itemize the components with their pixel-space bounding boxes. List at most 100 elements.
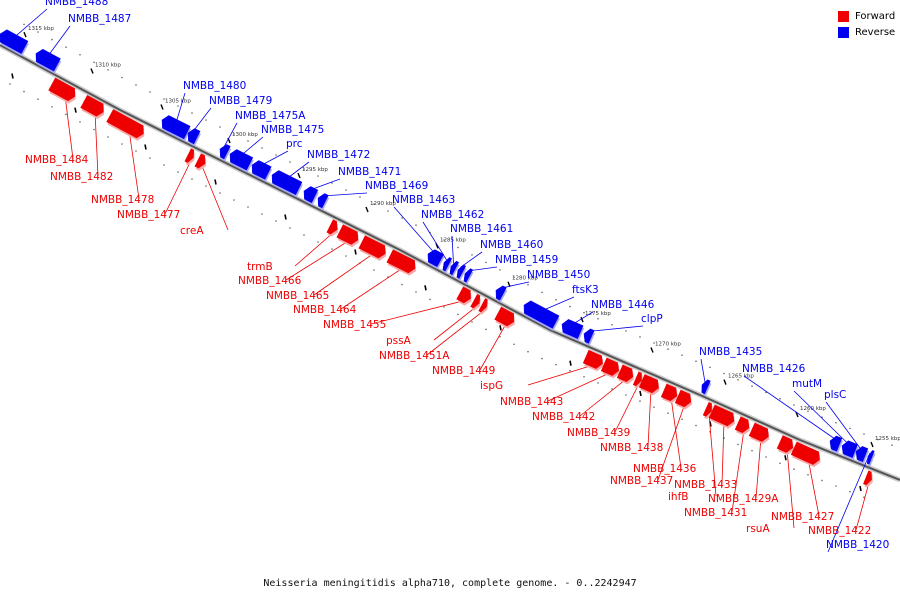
- gene-arrow[interactable]: [776, 435, 797, 457]
- gene-arrow[interactable]: [248, 159, 273, 182]
- gene-arrow[interactable]: [48, 77, 80, 105]
- gene-feature[interactable]: NMBB_1451A: [379, 298, 492, 362]
- gene-arrow[interactable]: [558, 318, 585, 342]
- gene-feature[interactable]: plsC: [824, 389, 870, 465]
- gene-feature[interactable]: NMBB_1436: [633, 383, 697, 475]
- gene-feature[interactable]: ftsK3: [520, 284, 599, 331]
- gene-feature[interactable]: NMBB_1465: [266, 235, 390, 302]
- gene-feature[interactable]: NMBB_1487: [32, 13, 132, 74]
- gene-feature[interactable]: NMBB_1427: [771, 441, 834, 523]
- gene-arrow[interactable]: [839, 439, 860, 461]
- gene-feature[interactable]: NMBB_1466: [238, 224, 363, 287]
- gene-feature[interactable]: NMBB_1429A: [708, 422, 779, 505]
- gene-arrow[interactable]: [300, 185, 320, 206]
- gene-arrow[interactable]: [80, 95, 109, 120]
- gene-arrow[interactable]: [158, 114, 192, 142]
- gene-feature[interactable]: clpP: [580, 313, 663, 346]
- gene-arrow[interactable]: [268, 169, 304, 198]
- gene-arrow[interactable]: [494, 306, 519, 331]
- gene-arrow[interactable]: [326, 219, 342, 239]
- gene-feature[interactable]: NMBB_1420: [826, 450, 889, 553]
- gene-feature[interactable]: trmB: [247, 219, 342, 273]
- gene-feature[interactable]: pssA: [386, 293, 485, 347]
- gene-arrow[interactable]: [386, 249, 420, 278]
- gene-arrow[interactable]: [358, 235, 390, 263]
- gene-arrow[interactable]: [660, 383, 681, 405]
- gene-feature[interactable]: NMBB_1422: [808, 470, 876, 537]
- gene-arrow[interactable]: [863, 470, 876, 489]
- gene-feature[interactable]: NMBB_1438: [600, 374, 663, 454]
- gene-feature[interactable]: NMBB_1471: [300, 166, 401, 206]
- gene-feature[interactable]: NMBB_1443: [500, 357, 623, 408]
- gene-arrow[interactable]: [492, 284, 508, 303]
- gene-feature[interactable]: NMBB_1460: [454, 239, 544, 282]
- gene-feature[interactable]: creA: [180, 153, 229, 237]
- gene-feature[interactable]: NMBB_1439: [567, 371, 646, 439]
- gene-arrow[interactable]: [336, 224, 363, 249]
- gene-feature[interactable]: prc: [248, 138, 303, 182]
- gene-feature[interactable]: ihfB: [668, 401, 717, 503]
- gene-feature[interactable]: rsuA: [746, 435, 797, 535]
- gene-feature[interactable]: NMBB_1450: [492, 269, 591, 303]
- gene-feature[interactable]: NMBB_1459: [461, 254, 559, 285]
- gene-arrow[interactable]: [0, 28, 30, 57]
- gene-feature[interactable]: NMBB_1477: [117, 148, 198, 221]
- gene-arrow[interactable]: [447, 260, 461, 278]
- gene-arrow[interactable]: [216, 143, 232, 162]
- gene-feature[interactable]: NMBB_1472: [268, 149, 370, 198]
- gene-feature[interactable]: NMBB_1482: [50, 95, 113, 183]
- gene-arrow[interactable]: [790, 441, 824, 469]
- gene-arrow[interactable]: [194, 153, 210, 173]
- gene-feature[interactable]: NMBB_1469: [314, 180, 428, 211]
- gene-arrow[interactable]: [470, 293, 485, 312]
- gene-feature[interactable]: NMBB_1478: [91, 109, 154, 206]
- gene-arrow[interactable]: [424, 248, 446, 270]
- gene-feature[interactable]: NMBB_1442: [532, 364, 637, 423]
- gene-arrow[interactable]: [853, 445, 870, 465]
- gene-feature[interactable]: NMBB_1435: [698, 346, 762, 397]
- gene-feature[interactable]: NMBB_1446: [558, 299, 655, 342]
- gene-arrow[interactable]: [582, 349, 607, 373]
- gene-feature[interactable]: NMBB_1437: [610, 389, 695, 487]
- gene-feature[interactable]: NMBB_1480: [158, 80, 246, 142]
- gene-feature[interactable]: NMBB_1449: [432, 306, 519, 377]
- gene-arrow[interactable]: [184, 127, 202, 147]
- gene-feature[interactable]: NMBB_1455: [323, 286, 476, 331]
- gene-feature[interactable]: NMBB_1488: [0, 0, 108, 57]
- gene-arrow[interactable]: [478, 298, 492, 316]
- gene-feature[interactable]: mutM: [792, 378, 860, 461]
- gene-feature[interactable]: NMBB_1426: [742, 363, 844, 454]
- gene-feature[interactable]: NMBB_1463: [392, 194, 455, 270]
- gene-feature[interactable]: NMBB_1461: [447, 223, 514, 278]
- gene-feature[interactable]: NMBB_1484: [25, 77, 89, 166]
- gene-feature[interactable]: NMBB_1433: [674, 404, 739, 491]
- gene-arrow[interactable]: [454, 264, 468, 282]
- gene-arrow[interactable]: [708, 404, 738, 430]
- gene-feature[interactable]: NMBB_1431: [684, 416, 754, 519]
- gene-arrow[interactable]: [456, 286, 476, 308]
- gene-arrow[interactable]: [580, 327, 596, 346]
- gene-arrow[interactable]: [184, 148, 198, 167]
- gene-feature[interactable]: NMBB_1464: [293, 249, 420, 316]
- gene-feature[interactable]: ispG: [480, 349, 607, 392]
- gene-arrow[interactable]: [520, 299, 561, 331]
- gene-arrow[interactable]: [226, 148, 255, 173]
- gene-arrow[interactable]: [827, 435, 844, 454]
- gene-feature[interactable]: NMBB_1475: [226, 124, 324, 173]
- gene-arrow[interactable]: [865, 450, 877, 467]
- gene-arrow[interactable]: [674, 389, 695, 411]
- gene-arrow[interactable]: [600, 357, 623, 380]
- gene-feature[interactable]: NMBB_1475A: [216, 110, 306, 162]
- gene-arrow[interactable]: [734, 416, 753, 437]
- gene-arrow[interactable]: [698, 379, 712, 397]
- gene-arrow[interactable]: [638, 374, 663, 397]
- gene-arrow[interactable]: [314, 192, 330, 211]
- gene-arrow[interactable]: [440, 256, 454, 274]
- gene-arrow[interactable]: [106, 109, 149, 142]
- gene-arrow[interactable]: [748, 422, 773, 446]
- gene-arrow[interactable]: [616, 364, 637, 386]
- gene-arrow[interactable]: [461, 267, 475, 285]
- gene-arrow[interactable]: [32, 47, 62, 74]
- gene-feature[interactable]: NMBB_1479: [184, 95, 272, 147]
- gene-feature[interactable]: NMBB_1462: [421, 209, 484, 274]
